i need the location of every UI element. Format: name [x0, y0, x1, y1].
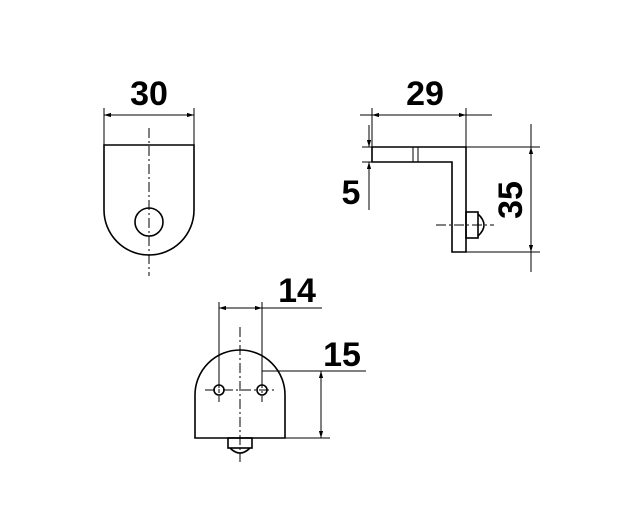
- bottom-height-label: 15: [323, 336, 361, 374]
- front-view: 30: [103, 75, 195, 276]
- bottom-view: 14 15: [194, 272, 366, 462]
- side-height-label: 35: [492, 181, 530, 219]
- bottom-view-outline: [194, 349, 286, 439]
- side-width-label: 29: [406, 75, 444, 113]
- side-view-outline: [371, 146, 467, 253]
- front-width-label: 30: [130, 75, 168, 113]
- bottom-spacing-label: 14: [278, 272, 316, 310]
- front-view-outline: [103, 144, 195, 256]
- side-screw-head: [477, 213, 485, 237]
- side-view: 29 5 35: [342, 75, 540, 272]
- side-thickness-label: 5: [342, 174, 361, 212]
